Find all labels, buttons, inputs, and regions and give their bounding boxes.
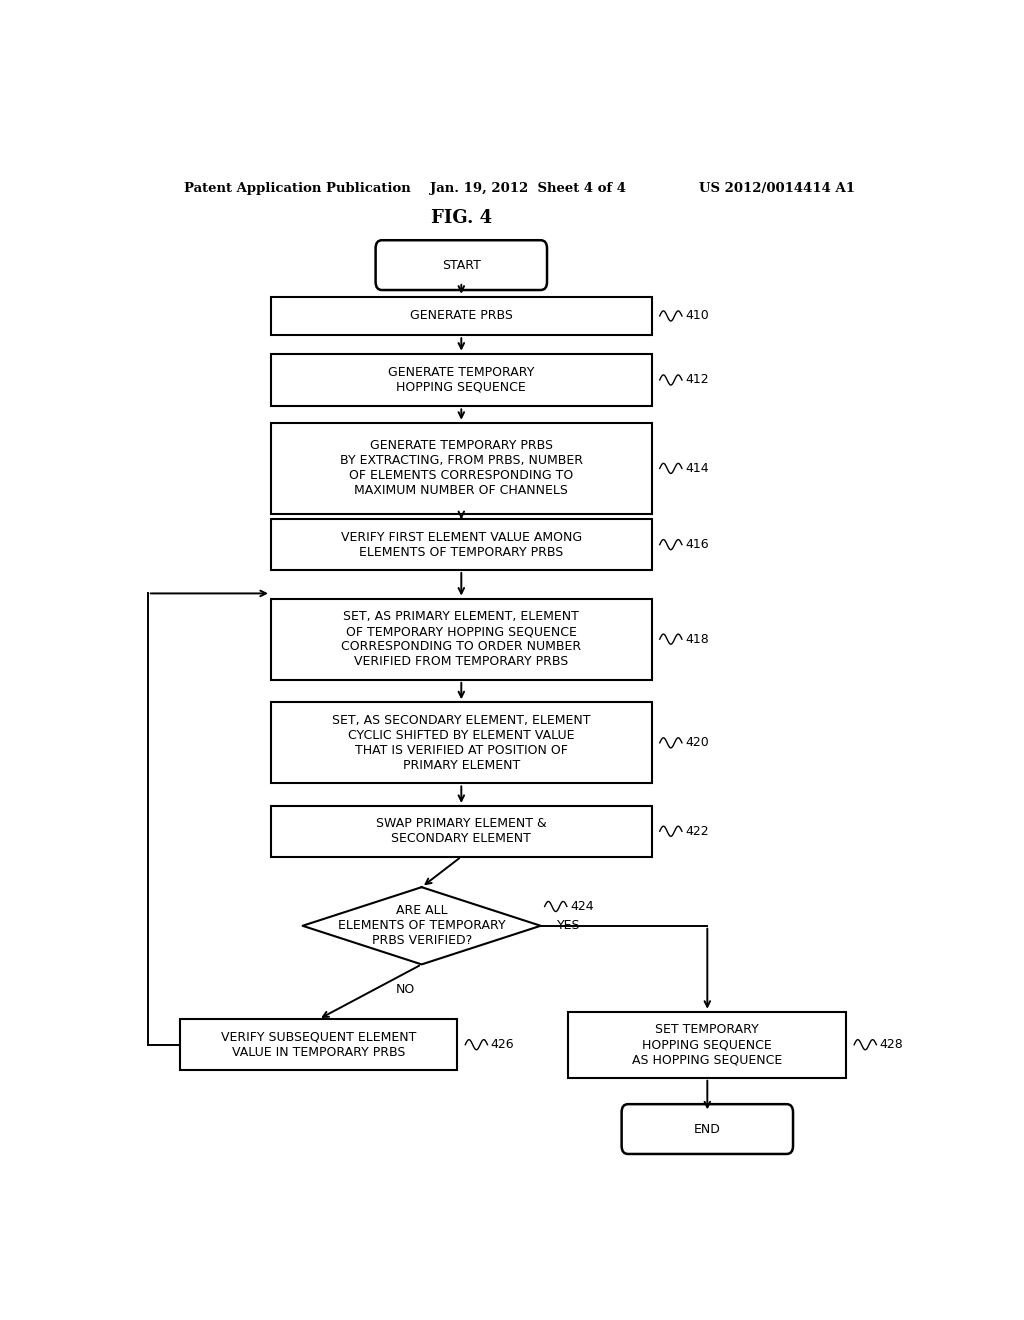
Text: NO: NO <box>396 982 416 995</box>
Text: SWAP PRIMARY ELEMENT &
SECONDARY ELEMENT: SWAP PRIMARY ELEMENT & SECONDARY ELEMENT <box>376 817 547 845</box>
Text: 410: 410 <box>685 309 709 322</box>
Bar <box>270 297 651 335</box>
Text: ARE ALL
ELEMENTS OF TEMPORARY
PRBS VERIFIED?: ARE ALL ELEMENTS OF TEMPORARY PRBS VERIF… <box>338 904 506 948</box>
Text: SET TEMPORARY
HOPPING SEQUENCE
AS HOPPING SEQUENCE: SET TEMPORARY HOPPING SEQUENCE AS HOPPIN… <box>632 1023 782 1067</box>
Text: GENERATE PRBS: GENERATE PRBS <box>410 309 513 322</box>
Text: END: END <box>694 1122 721 1135</box>
FancyBboxPatch shape <box>622 1104 793 1154</box>
Text: US 2012/0014414 A1: US 2012/0014414 A1 <box>699 182 855 195</box>
Bar <box>568 1011 846 1077</box>
Text: 428: 428 <box>880 1039 903 1051</box>
Text: 418: 418 <box>685 632 709 645</box>
Text: 424: 424 <box>570 900 594 913</box>
Text: VERIFY FIRST ELEMENT VALUE AMONG
ELEMENTS OF TEMPORARY PRBS: VERIFY FIRST ELEMENT VALUE AMONG ELEMENT… <box>341 531 582 558</box>
Bar <box>179 1019 458 1071</box>
Text: 412: 412 <box>685 374 709 387</box>
Text: SET, AS PRIMARY ELEMENT, ELEMENT
OF TEMPORARY HOPPING SEQUENCE
CORRESPONDING TO : SET, AS PRIMARY ELEMENT, ELEMENT OF TEMP… <box>341 610 582 668</box>
Bar <box>270 702 651 784</box>
Bar <box>270 519 651 570</box>
Text: Patent Application Publication: Patent Application Publication <box>183 182 411 195</box>
Text: SET, AS SECONDARY ELEMENT, ELEMENT
CYCLIC SHIFTED BY ELEMENT VALUE
THAT IS VERIF: SET, AS SECONDARY ELEMENT, ELEMENT CYCLI… <box>332 714 591 772</box>
Text: FIG. 4: FIG. 4 <box>431 210 492 227</box>
Text: START: START <box>442 259 480 272</box>
Text: GENERATE TEMPORARY
HOPPING SEQUENCE: GENERATE TEMPORARY HOPPING SEQUENCE <box>388 366 535 393</box>
Text: 416: 416 <box>685 539 709 552</box>
Text: 420: 420 <box>685 737 709 750</box>
Text: VERIFY SUBSEQUENT ELEMENT
VALUE IN TEMPORARY PRBS: VERIFY SUBSEQUENT ELEMENT VALUE IN TEMPO… <box>221 1031 416 1059</box>
Text: 422: 422 <box>685 825 709 838</box>
Bar <box>270 422 651 515</box>
FancyBboxPatch shape <box>376 240 547 290</box>
Text: Jan. 19, 2012  Sheet 4 of 4: Jan. 19, 2012 Sheet 4 of 4 <box>430 182 626 195</box>
Bar <box>270 805 651 857</box>
Text: 414: 414 <box>685 462 709 475</box>
Bar <box>270 354 651 407</box>
Text: 426: 426 <box>490 1039 514 1051</box>
Bar <box>270 598 651 680</box>
Text: YES: YES <box>557 919 580 932</box>
Polygon shape <box>303 887 541 965</box>
Text: GENERATE TEMPORARY PRBS
BY EXTRACTING, FROM PRBS, NUMBER
OF ELEMENTS CORRESPONDI: GENERATE TEMPORARY PRBS BY EXTRACTING, F… <box>340 440 583 498</box>
